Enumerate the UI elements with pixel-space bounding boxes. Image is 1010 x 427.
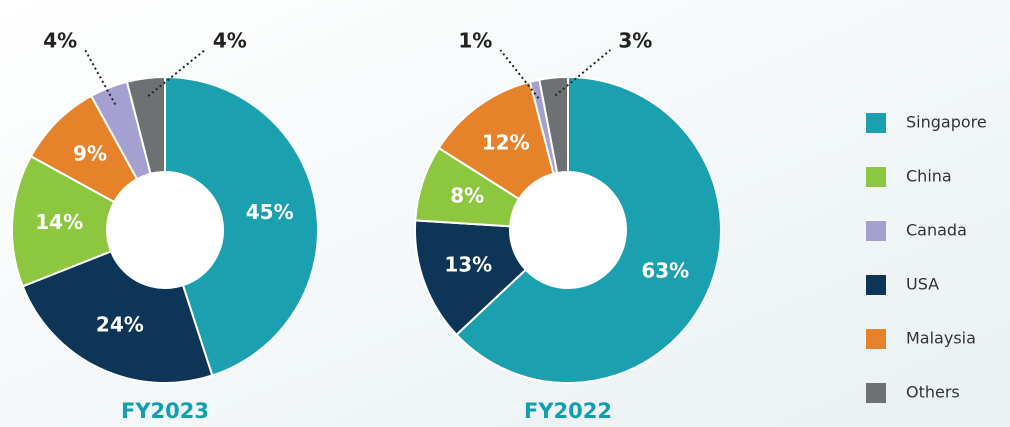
slice-label: 45%	[246, 200, 294, 224]
slice-label: 12%	[482, 131, 530, 155]
legend-swatch	[866, 275, 886, 295]
slice-label: 8%	[450, 184, 484, 208]
donut-hole	[108, 173, 222, 287]
leader-line	[554, 49, 612, 97]
chart-title: FY2022	[524, 399, 612, 423]
slice-label: 9%	[73, 142, 107, 166]
slice	[414, 219, 528, 337]
slice-label: 24%	[96, 312, 144, 336]
slice-label: 4%	[43, 29, 77, 53]
slice-label: 4%	[213, 29, 247, 53]
legend-swatch	[866, 221, 886, 241]
slice	[455, 75, 722, 384]
slice	[538, 75, 569, 175]
slice	[125, 75, 166, 176]
leader-line	[499, 49, 540, 99]
slice-label: 14%	[35, 210, 83, 234]
legend-label: China	[906, 167, 952, 186]
legend-swatch	[866, 329, 886, 349]
legend-swatch	[866, 383, 886, 403]
legend-label: Canada	[906, 221, 967, 240]
leader-line	[84, 49, 117, 105]
slice-label: 63%	[641, 259, 689, 283]
slice-label: 13%	[444, 252, 492, 276]
legend-label: Malaysia	[906, 329, 976, 348]
legend-swatch	[866, 167, 886, 187]
leader-line	[147, 49, 206, 97]
slice-label: 1%	[458, 29, 492, 53]
slice	[437, 80, 555, 201]
chart-title: FY2023	[121, 399, 209, 423]
donut-hole	[511, 173, 625, 287]
legend-label: Singapore	[906, 113, 987, 132]
legend-label: Others	[906, 383, 960, 402]
legend-label: USA	[906, 275, 939, 294]
legend-swatch	[866, 113, 886, 133]
slice	[21, 250, 214, 384]
slice-label: 3%	[618, 29, 652, 53]
slice	[164, 75, 319, 377]
